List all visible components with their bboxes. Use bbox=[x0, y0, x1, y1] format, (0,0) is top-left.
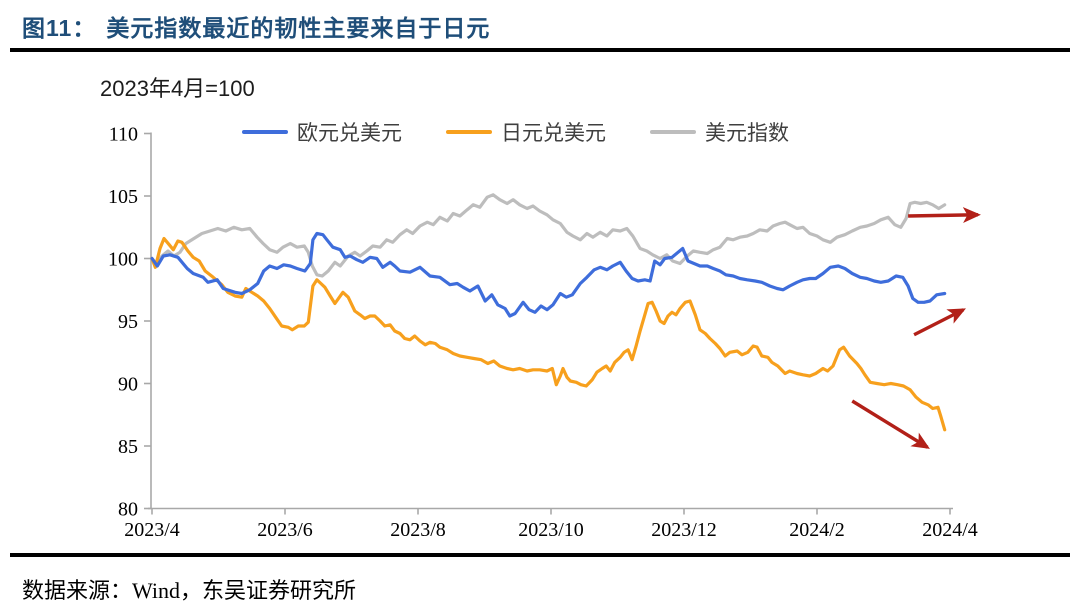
legend-item-dxy: 美元指数 bbox=[650, 117, 789, 147]
x-tick-label: 2024/4 bbox=[922, 519, 978, 541]
series-line-jpy-usd bbox=[150, 236, 947, 432]
figure-title-text: 美元指数最近的韧性主要来自于日元 bbox=[106, 15, 491, 41]
y-tick-label: 110 bbox=[109, 124, 138, 146]
legend-swatch-dxy bbox=[650, 129, 696, 135]
x-tick-label: 2023/6 bbox=[257, 519, 313, 541]
bottom-divider bbox=[10, 553, 1070, 557]
y-tick-label: 90 bbox=[118, 374, 138, 396]
y-tick-label: 95 bbox=[118, 311, 138, 333]
data-source: 数据来源：Wind，东吴证券研究所 bbox=[22, 578, 356, 603]
legend-label-eur-usd: 欧元兑美元 bbox=[297, 122, 402, 145]
chart-subtitle: 2023年4月=100 bbox=[100, 76, 255, 101]
legend-item-eur-usd: 欧元兑美元 bbox=[242, 117, 402, 147]
chart-legend: 欧元兑美元 日元兑美元 美元指数 bbox=[242, 117, 789, 147]
trend-arrow-eur-usd bbox=[913, 308, 966, 337]
legend-swatch-eur-usd bbox=[242, 129, 288, 135]
series-line-dxy bbox=[150, 193, 947, 278]
legend-label-dxy: 美元指数 bbox=[705, 122, 789, 145]
x-tick-label: 2023/10 bbox=[518, 519, 584, 541]
x-tick-label: 2023/8 bbox=[390, 519, 446, 541]
legend-item-jpy-usd: 日元兑美元 bbox=[446, 117, 606, 147]
y-tick-label: 85 bbox=[118, 436, 138, 458]
x-tick-label: 2023/4 bbox=[124, 519, 180, 541]
title-divider bbox=[10, 48, 1070, 52]
x-tick-label: 2024/2 bbox=[789, 519, 845, 541]
y-tick-label: 105 bbox=[108, 186, 138, 208]
trend-arrow-jpy-usd bbox=[851, 399, 930, 449]
figure-number-label: 图11： bbox=[22, 15, 97, 41]
trend-arrow-dxy bbox=[908, 207, 981, 224]
y-tick-label: 100 bbox=[108, 249, 138, 271]
figure-title: 图11： 美元指数最近的韧性主要来自于日元 bbox=[22, 13, 490, 43]
y-tick-label: 80 bbox=[118, 499, 138, 521]
legend-swatch-jpy-usd bbox=[446, 129, 492, 135]
legend-label-jpy-usd: 日元兑美元 bbox=[501, 122, 606, 145]
x-tick-label: 2023/12 bbox=[651, 519, 717, 541]
series-line-eur-usd bbox=[150, 231, 947, 318]
